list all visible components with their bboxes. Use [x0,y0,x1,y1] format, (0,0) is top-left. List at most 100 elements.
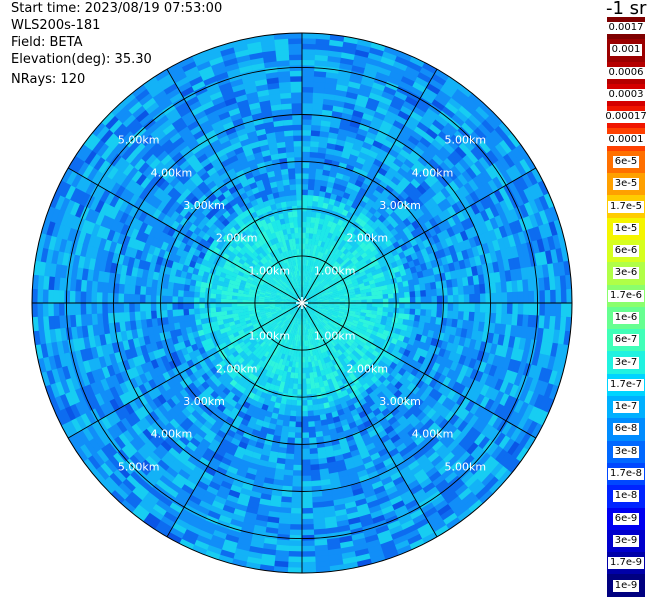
range-gate-cell [321,207,328,215]
range-gate-cell [312,321,317,327]
range-gate-cell [319,270,325,277]
range-gate-cell [355,133,367,142]
range-gate-cell [307,183,315,191]
range-gate-cell [333,293,340,297]
range-gate-cell [316,324,322,331]
range-gate-cell [340,260,347,267]
range-gate-cell [504,324,512,337]
range-gate-cell [554,316,562,331]
range-gate-cell [519,204,530,219]
range-gate-cell [328,354,335,362]
range-gate-cell [460,397,471,410]
range-gate-cell [339,293,346,298]
range-gate-cell [426,303,433,310]
range-gate-cell [297,389,302,396]
range-gate-cell [417,71,433,84]
range-gate-cell [376,391,386,400]
range-gate-cell [552,262,561,277]
range-gate-cell [373,322,381,329]
range-gate-cell [317,317,323,323]
range-gate-cell [324,267,330,274]
range-gate-cell [321,247,327,254]
range-gate-cell [403,172,415,183]
range-gate-cell [420,303,427,310]
range-gate-cell [322,363,328,371]
range-gate-cell [301,513,314,520]
range-gate-cell [453,130,467,143]
range-gate-cell [332,311,339,315]
range-gate-cell [359,428,369,437]
range-gate-cell [365,465,377,475]
range-gate-cell [422,404,433,416]
range-gate-cell [188,308,195,315]
range-gate-cell [399,329,407,337]
range-gate-cell [387,307,395,313]
range-gate-cell [337,361,344,369]
range-gate-cell [402,208,412,219]
range-gate-cell [320,240,326,248]
range-gate-cell [357,321,365,327]
range-gate-cell [367,149,379,159]
range-gate-cell [356,503,369,513]
range-gate-cell [330,326,336,333]
range-gate-cell [386,316,394,323]
range-gate-cell [441,198,452,209]
range-gate-cell [444,271,452,281]
range-gate-cell [336,274,344,280]
range-gate-cell [474,405,485,419]
range-gate-cell [378,193,388,203]
range-gate-cell [416,473,430,485]
range-gate-cell [446,226,456,238]
range-gate-cell [538,381,549,397]
range-gate-cell [398,308,405,314]
range-gate-cell [332,277,339,283]
range-gate-cell [366,185,376,195]
range-gate-cell [334,223,342,231]
range-gate-cell [317,239,323,247]
range-gate-cell [361,164,371,174]
range-gate-cell [301,464,311,471]
range-gate-cell [53,302,60,316]
range-gate-cell [325,147,335,156]
range-gate-cell [419,391,430,402]
range-gate-cell [392,476,405,487]
range-gate-cell [47,302,54,317]
range-gate-cell [476,264,484,276]
range-gate-cell [538,209,550,225]
range-gate-cell [329,335,335,342]
range-gate-cell [308,431,317,439]
range-gate-cell [360,78,375,88]
range-gate-cell [302,237,306,244]
range-gate-cell [431,440,444,452]
range-gate-cell [457,84,473,98]
range-gate-cell [451,479,465,493]
range-gate-cell [366,309,373,315]
range-gate-cell [548,221,559,237]
range-gate-cell [458,303,465,312]
range-gate-cell [444,101,459,115]
range-gate-cell [313,189,320,197]
range-gate-cell [468,311,476,322]
range-gate-cell [413,469,427,481]
range-gate-cell [382,457,395,468]
range-gate-cell [358,282,366,288]
range-gate-cell [226,295,233,300]
range-gate-cell [406,325,414,333]
range-gate-cell [415,101,429,113]
range-gate-cell [328,305,335,309]
range-gate-cell [435,444,448,456]
range-gate-cell [322,333,328,340]
range-gate-cell [492,239,501,252]
range-gate-cell [371,295,378,300]
range-gate-cell [301,373,306,380]
range-gate-cell [501,170,513,185]
range-gate-cell [468,358,478,370]
range-gate-cell [313,222,319,230]
range-gate-cell [378,148,389,159]
range-gate-cell [548,384,560,401]
range-gate-cell [389,386,399,396]
range-gate-cell [322,308,329,312]
range-gate-cell [315,365,321,373]
range-gate-cell [42,302,49,317]
range-gate-cell [302,102,313,109]
